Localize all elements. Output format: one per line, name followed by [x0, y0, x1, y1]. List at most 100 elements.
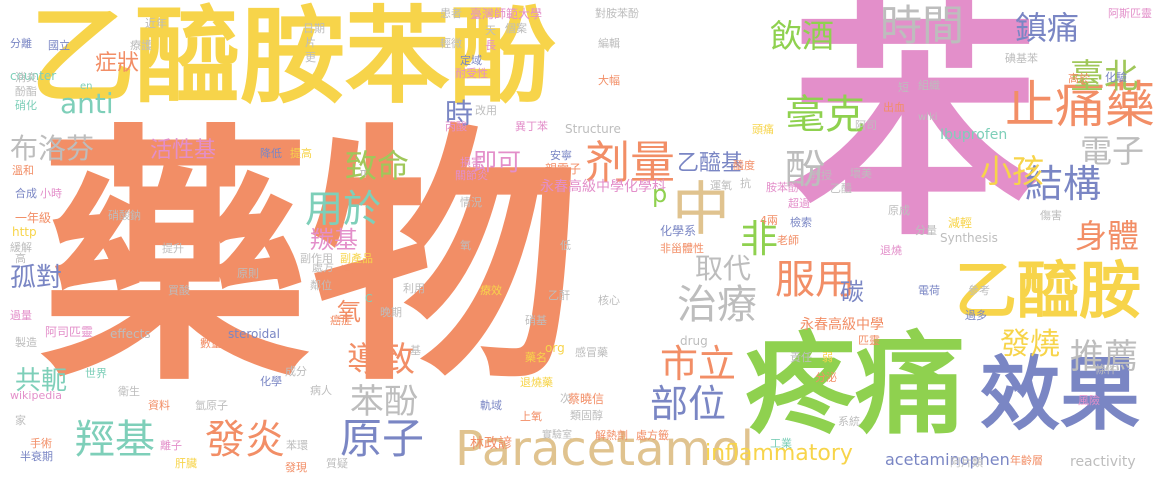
cloud-word: 硝酸鈉 — [108, 209, 141, 222]
cloud-word: 出血 — [883, 101, 905, 114]
cloud-word: 病人 — [310, 384, 332, 397]
cloud-word: Paracetamol — [455, 421, 754, 477]
cloud-word: 化驗 — [1105, 71, 1127, 84]
cloud-word: 手術 — [30, 437, 52, 450]
cloud-word: 小時 — [40, 187, 62, 200]
cloud-word: 效果 — [980, 348, 1140, 441]
cloud-word: 電子 — [1080, 132, 1145, 170]
cloud-word: 分量 — [915, 224, 937, 237]
cloud-word: 減輕 — [948, 216, 973, 230]
cloud-word: Synthesis — [940, 231, 998, 245]
cloud-word: 退燒 — [880, 244, 902, 257]
cloud-word: 苯 — [790, 0, 1040, 270]
cloud-word: 頭痛 — [752, 123, 774, 136]
cloud-word: 臺北 — [1070, 57, 1138, 97]
cloud-word: 數量 — [200, 337, 222, 350]
cloud-word: 資料 — [148, 399, 170, 412]
cloud-word: 發現 — [285, 461, 307, 474]
cloud-word: effects — [110, 327, 151, 341]
cloud-word: 鎮痛 — [1015, 9, 1080, 47]
cloud-word: 乙酐 — [548, 289, 570, 302]
cloud-word: 碘基苯 — [1005, 52, 1038, 65]
cloud-word: 服用 — [775, 257, 855, 303]
cloud-word: 氧 — [337, 298, 361, 326]
cloud-word: 晚期 — [380, 306, 402, 319]
cloud-word: 活性基 — [150, 138, 217, 163]
cloud-word: 關節炎 — [455, 169, 488, 182]
cloud-word: 時 — [445, 97, 474, 130]
cloud-word: 剂量 — [585, 136, 676, 189]
cloud-word: 檢索 — [790, 216, 812, 229]
cloud-word: 苯環 — [286, 439, 308, 452]
cloud-word: 導致 — [347, 340, 415, 380]
cloud-word: 安寧 — [550, 149, 572, 162]
cloud-word: 處方 — [312, 261, 334, 274]
cloud-word: 買酸 — [168, 284, 190, 297]
cloud-word: 感冒藥 — [575, 346, 608, 359]
cloud-word: 溫和 — [12, 164, 34, 177]
cloud-word: 製造 — [15, 336, 37, 349]
cloud-word: 傷害 — [1040, 209, 1062, 222]
cloud-word: 化學 — [260, 375, 282, 388]
cloud-word: 胺苯酚 — [766, 181, 799, 194]
cloud-word: 實驗室 — [542, 430, 572, 441]
cloud-word: 弱 — [822, 351, 833, 364]
cloud-word: 合成 — [15, 187, 37, 200]
cloud-word: 天 — [485, 24, 496, 37]
cloud-word: en — [80, 81, 93, 92]
cloud-word: 片 — [305, 36, 316, 49]
cloud-word: 教授 — [810, 169, 832, 182]
cloud-word: 永春高級中學 — [800, 317, 884, 333]
cloud-word: 過多 — [965, 309, 987, 322]
cloud-word: 羥基 — [75, 417, 155, 463]
cloud-word: 提高 — [290, 147, 312, 160]
cloud-word: 消炎 — [15, 71, 37, 84]
cloud-word: 低 — [560, 239, 571, 252]
cloud-word: 阿司匹靈 — [45, 325, 94, 339]
cloud-word: 降低 — [260, 147, 282, 160]
cloud-word: 用於 — [305, 187, 382, 231]
cloud-word: 工業 — [770, 437, 792, 450]
cloud-word: 組織 — [918, 79, 940, 92]
cloud-word: 氧 — [460, 239, 471, 252]
cloud-word: 丙酸 — [445, 120, 467, 133]
cloud-word: 處方籤 — [636, 429, 669, 442]
cloud-word: 一年級 — [15, 211, 52, 225]
cloud-word: 壞美 — [850, 167, 872, 180]
cloud-word: 高於 — [1068, 72, 1090, 85]
cloud-word: C — [365, 292, 373, 305]
cloud-word: http — [12, 225, 37, 239]
cloud-word: 親電子 — [545, 162, 582, 176]
cloud-word: 分離 — [10, 37, 32, 50]
cloud-word: 參考 — [968, 284, 990, 297]
cloud-word: 更 — [305, 51, 316, 64]
cloud-word: 羰基 — [310, 226, 358, 254]
cloud-word: 治療 — [677, 282, 757, 328]
cloud-word: 耐受性 — [455, 67, 488, 80]
cloud-word: 發炎 — [205, 417, 285, 463]
cloud-word: π — [360, 166, 367, 179]
cloud-word: 抗 — [740, 177, 751, 190]
cloud-word: reactivity — [1070, 454, 1136, 470]
cloud-word: wiki — [918, 112, 938, 123]
cloud-word: 酚酯 — [15, 85, 37, 98]
cloud-word: 退燒藥 — [520, 376, 553, 389]
cloud-word: 解熱劑 — [595, 429, 628, 442]
cloud-word: Ibuprofen — [940, 127, 1008, 143]
cloud-word: 時間 — [880, 1, 965, 50]
cloud-word: 身體 — [1075, 217, 1140, 255]
cloud-word: anti — [60, 87, 114, 120]
cloud-word: 利用 — [403, 282, 425, 295]
cloud-word: 國立 — [48, 39, 70, 52]
cloud-word: 副作用 — [300, 252, 333, 265]
cloud-word: 蔡曉信 — [568, 392, 605, 406]
cloud-word: 運氧 — [710, 179, 732, 192]
cloud-word: 年齡層 — [1010, 454, 1043, 467]
cloud-word: 阿司 — [855, 119, 877, 132]
cloud-word: 症狀 — [95, 51, 140, 76]
cloud-word: 大幅 — [598, 74, 620, 87]
cloud-word: 藥名 — [525, 351, 547, 364]
cloud-word: 致命 — [345, 147, 410, 185]
cloud-word: 定域 — [460, 54, 482, 67]
cloud-word: 條件 — [1095, 363, 1117, 376]
